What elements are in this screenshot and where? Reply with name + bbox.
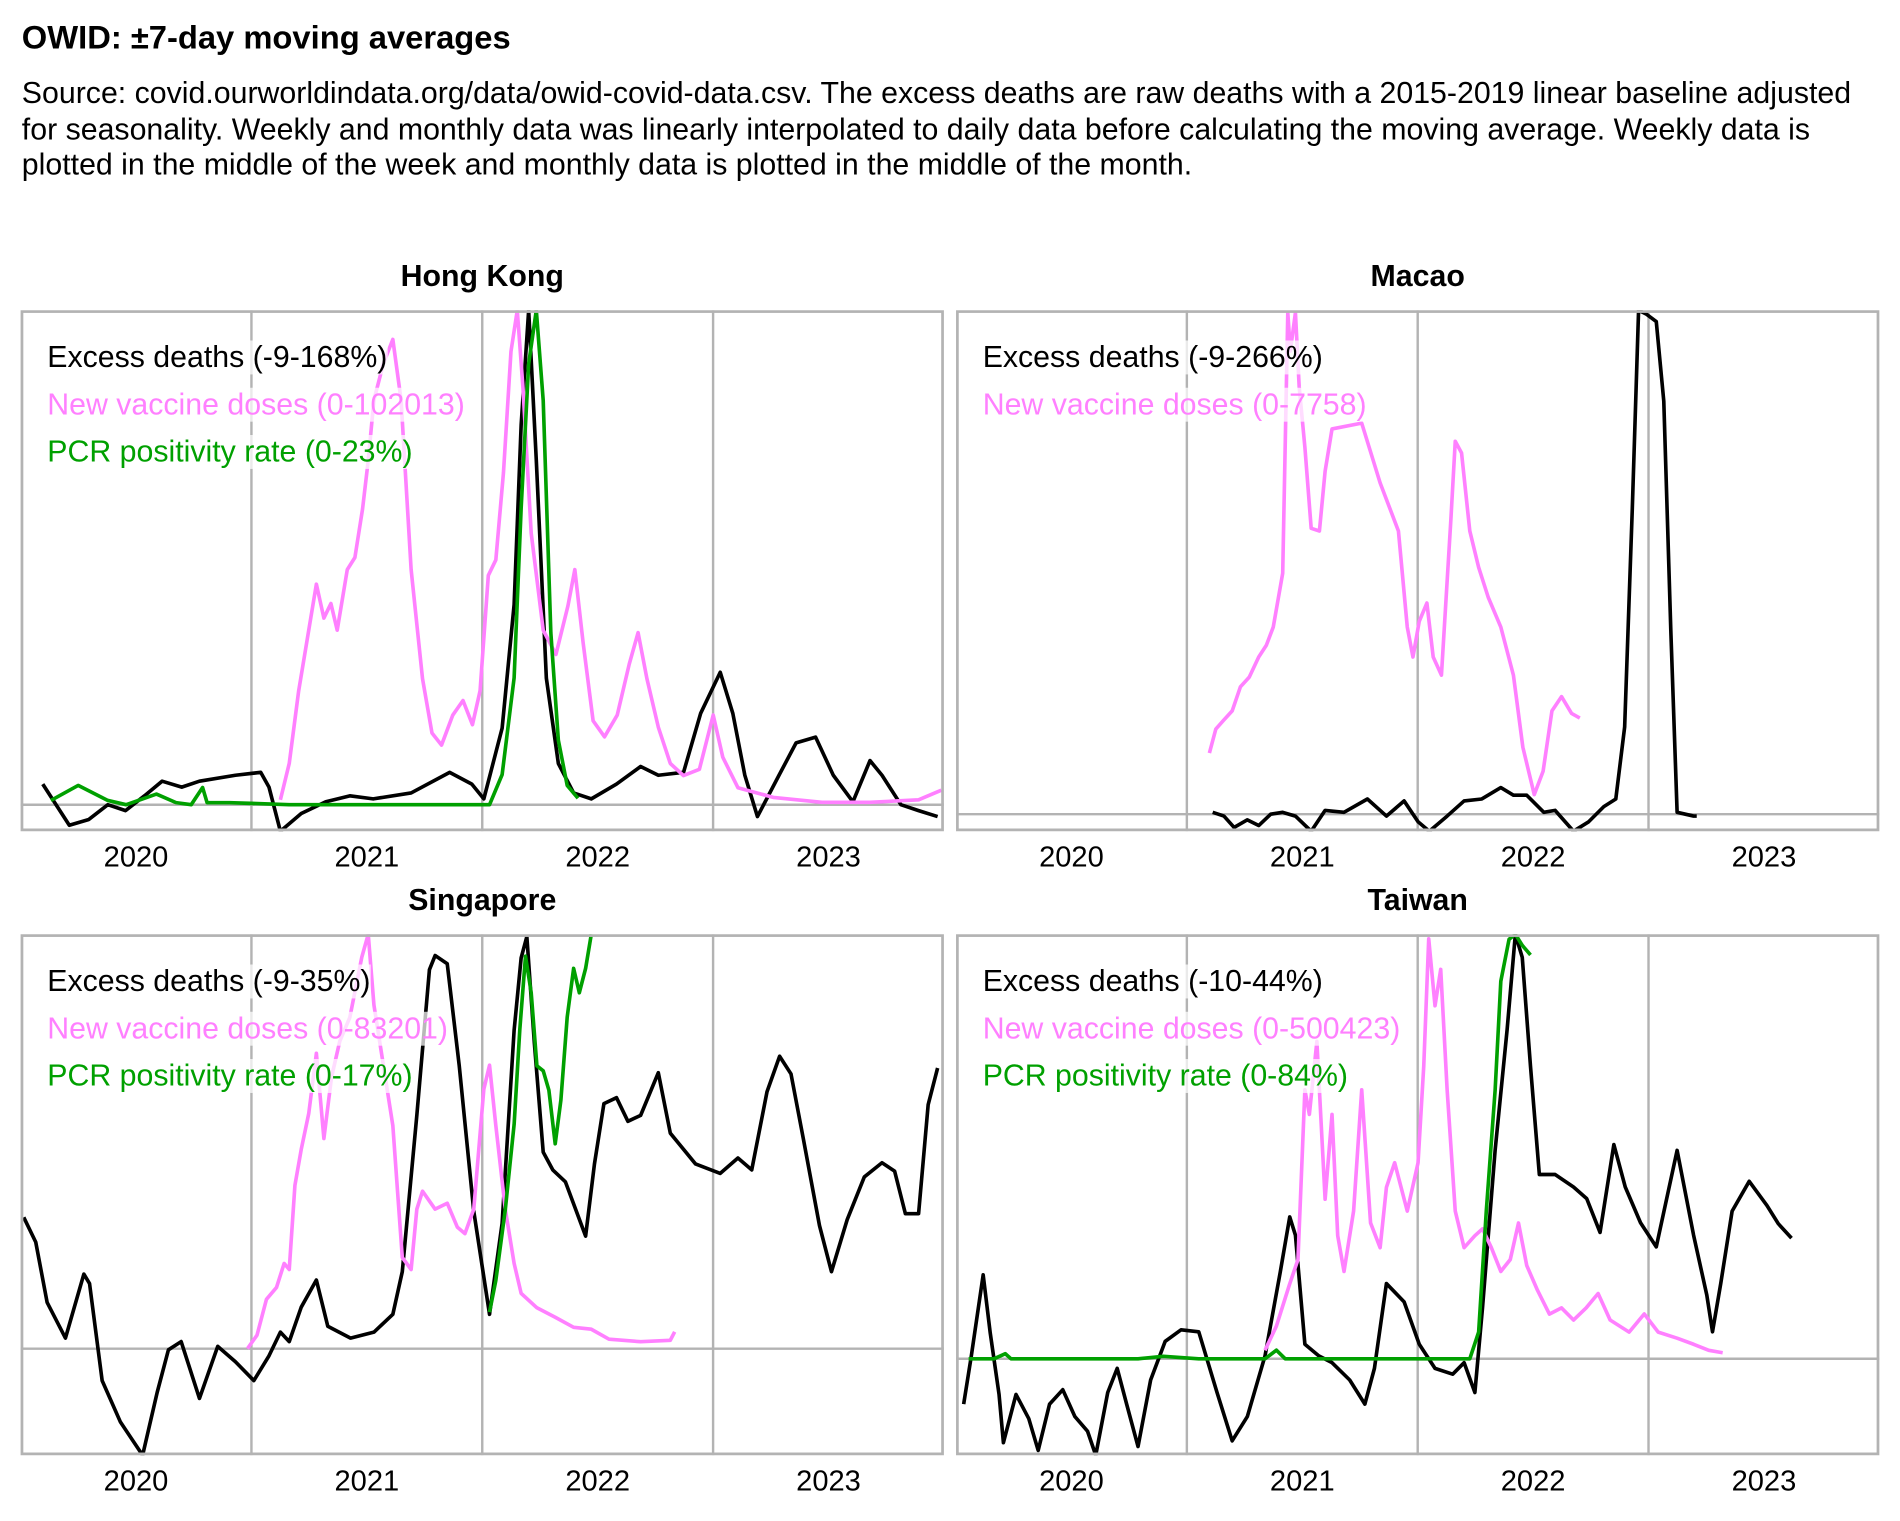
legend-item: PCR positivity rate (0-84%): [982, 1053, 1401, 1100]
x-tick-label: 2023: [1731, 840, 1797, 874]
plot-frame: [20, 310, 944, 832]
legend-label: PCR positivity rate (0-23%): [47, 435, 413, 469]
legend-item: Excess deaths (-10-44%): [982, 958, 1401, 1005]
x-tick-label: 2022: [1500, 840, 1566, 874]
legend-label: New vaccine doses (0-83201): [47, 1011, 449, 1046]
excess-deaths-line: [1212, 310, 1697, 832]
pcr-positivity-line: [968, 934, 1532, 1361]
panel-title-macao: Macao: [1370, 259, 1465, 294]
pcr-positivity-line: [50, 310, 580, 807]
plot-area: [956, 934, 1880, 1456]
x-tick-label: 2020: [1039, 840, 1104, 874]
legend-label: Excess deaths (-10-44%): [982, 964, 1323, 999]
plot-frame: [956, 310, 1880, 832]
legend-label: New vaccine doses (0-102013): [47, 387, 465, 422]
plot-area: [20, 934, 944, 1456]
panel-title-singapore: Singapore: [408, 883, 557, 918]
vaccine-doses-line: [1207, 310, 1581, 797]
excess-deaths-line: [961, 934, 1793, 1456]
plot-taiwan: Excess deaths (-10-44%) New vaccine doses…: [956, 934, 1880, 1456]
panel-title-hong-kong: Hong Kong: [400, 259, 564, 294]
x-tick-label: 2020: [1039, 1464, 1104, 1498]
x-tick-label: 2021: [1269, 840, 1335, 874]
legend-item: PCR positivity rate (0-23%): [47, 429, 465, 476]
legend: Excess deaths (-9-35%) New vaccine doses …: [47, 958, 448, 1100]
x-tick-label: 2022: [565, 840, 631, 874]
x-tick-label: 2020: [103, 1464, 169, 1498]
legend-item: Excess deaths (-9-168%): [47, 334, 465, 381]
legend-label: Excess deaths (-9-168%): [47, 340, 388, 375]
legend-item: New vaccine doses (0-83201): [47, 1006, 448, 1053]
legend-label: Excess deaths (-9-266%): [982, 340, 1323, 375]
plot-frame: [20, 934, 944, 1456]
figure-title: OWID: ±7-day moving averages: [21, 19, 511, 56]
x-tick-label: 2022: [1500, 1464, 1566, 1498]
x-tick-label: 2023: [796, 1464, 861, 1498]
panel-title-taiwan: Taiwan: [1367, 883, 1468, 918]
figure-subtitle: Source: covid.ourworldindata.org/data/ow…: [21, 76, 1852, 182]
vaccine-doses-line: [245, 934, 677, 1350]
vaccine-doses-line: [1263, 937, 1723, 1355]
x-tick-label: 2021: [334, 1464, 400, 1498]
x-tick-label: 2023: [1731, 1464, 1797, 1498]
plot-area: [956, 310, 1880, 832]
legend-item: Excess deaths (-9-266%): [982, 334, 1367, 381]
legend: Excess deaths (-9-168%) New vaccine doses…: [47, 334, 465, 476]
legend-label: New vaccine doses (0-500423): [982, 1011, 1401, 1046]
legend-item: New vaccine doses (0-7758): [982, 382, 1367, 429]
plot-singapore: Excess deaths (-9-35%) New vaccine doses …: [20, 934, 944, 1456]
plot-frame: [956, 934, 1880, 1456]
legend: Excess deaths (-10-44%) New vaccine doses…: [982, 958, 1401, 1100]
x-tick-label: 2020: [103, 840, 169, 874]
plot-hong-kong: Excess deaths (-9-168%) New vaccine doses…: [20, 310, 944, 832]
x-tick-label: 2021: [334, 840, 400, 874]
legend-label: Excess deaths (-9-35%): [47, 964, 371, 999]
legend-label: PCR positivity rate (0-84%): [982, 1059, 1348, 1093]
pcr-positivity-line: [487, 934, 594, 1313]
x-tick-label: 2023: [796, 840, 861, 874]
x-tick-label: 2021: [1269, 1464, 1335, 1498]
legend-item: New vaccine doses (0-500423): [982, 1006, 1401, 1053]
plot-area: [20, 310, 944, 832]
legend-item: Excess deaths (-9-35%): [47, 958, 448, 1005]
legend: Excess deaths (-9-266%) New vaccine doses…: [982, 334, 1367, 429]
legend-label: New vaccine doses (0-7758): [982, 387, 1367, 422]
legend-label: PCR positivity rate (0-17%): [47, 1059, 413, 1093]
legend-item: PCR positivity rate (0-17%): [47, 1053, 448, 1100]
vaccine-doses-line: [278, 310, 943, 805]
plot-macao: Excess deaths (-9-266%) New vaccine doses…: [956, 310, 1880, 832]
excess-deaths-line: [41, 310, 939, 832]
legend-item: New vaccine doses (0-102013): [47, 382, 465, 429]
x-tick-label: 2022: [565, 1464, 631, 1498]
